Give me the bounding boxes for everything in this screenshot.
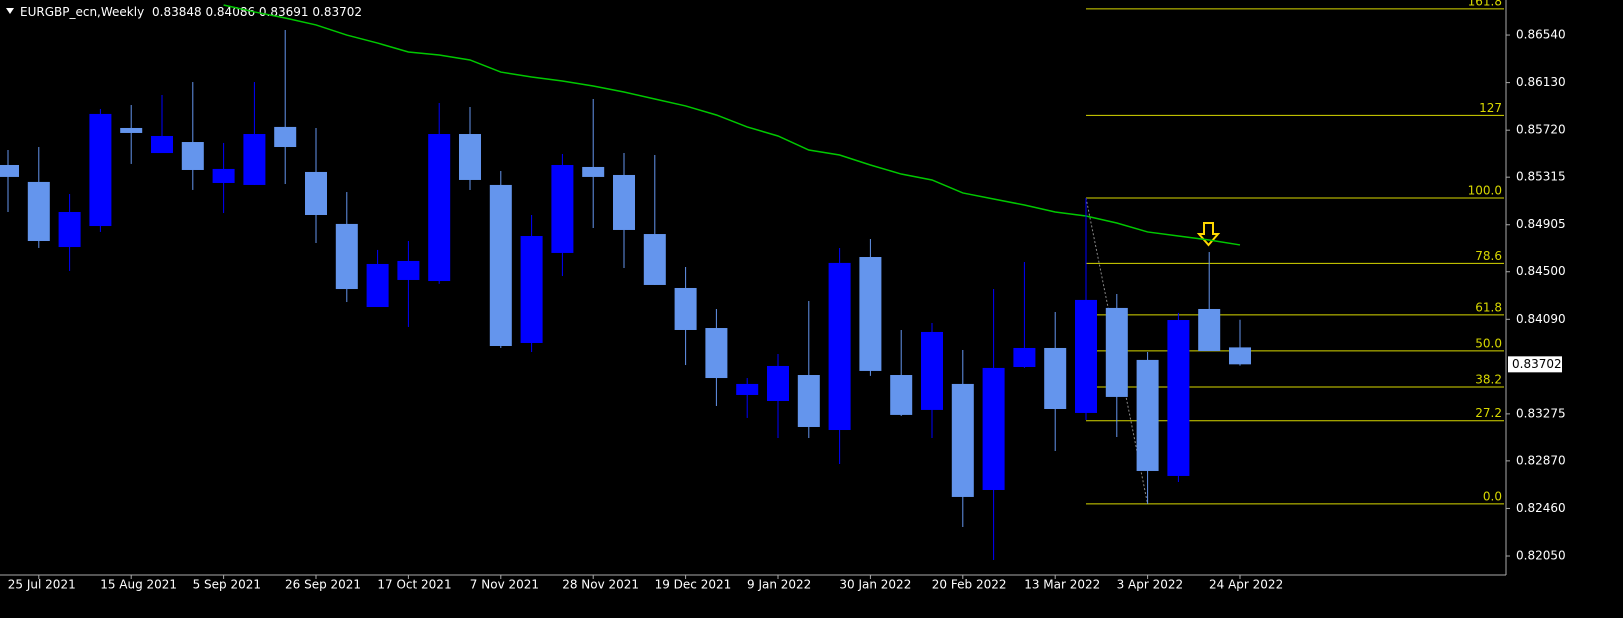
candle-body (428, 134, 451, 282)
candle-body (120, 127, 143, 133)
fib-label: 0.0 (1483, 489, 1502, 503)
x-tick-label: 3 Apr 2022 (1117, 578, 1184, 592)
candle-body (828, 262, 851, 431)
last-open: 0.83848 (152, 5, 202, 19)
candle-body (27, 181, 50, 241)
last-high: 0.84086 (205, 5, 255, 19)
candle-body (489, 184, 512, 347)
x-tick-label: 15 Aug 2021 (100, 578, 177, 592)
chart: EURGBP_ecn,Weekly 0.83848 0.84086 0.8369… (0, 0, 1623, 597)
candle-body (151, 135, 173, 154)
chart-title: EURGBP_ecn,Weekly 0.83848 0.84086 0.8369… (20, 5, 362, 19)
title-triangle (6, 8, 14, 14)
y-tick-label: 0.83275 (1516, 406, 1566, 420)
candle-body (243, 134, 266, 185)
fib-label: 61.8 (1475, 300, 1502, 314)
candle-body (1229, 347, 1251, 365)
fib-label: 27.2 (1475, 406, 1502, 420)
candle-body (459, 134, 481, 180)
candle-body (582, 166, 605, 177)
candle-body (705, 328, 728, 379)
candle-body (397, 260, 420, 280)
x-tick-label: 9 Jan 2022 (747, 578, 811, 592)
candle-body (274, 126, 297, 148)
candle-body (1105, 307, 1128, 397)
y-tick-label: 0.86540 (1516, 28, 1566, 42)
fib-label: 100.0 (1468, 183, 1502, 197)
candle-body (859, 257, 882, 371)
y-tick-label: 0.82460 (1516, 501, 1566, 515)
candle-body (736, 383, 759, 395)
x-tick-label: 19 Dec 2021 (655, 578, 732, 592)
symbol: EURGBP_ecn,Weekly (20, 5, 144, 19)
y-tick-label: 0.85720 (1516, 123, 1566, 137)
candle-body (1198, 308, 1221, 351)
fib-label: 38.2 (1475, 373, 1502, 387)
candle-body (890, 375, 913, 415)
y-tick-label: 0.82050 (1516, 549, 1566, 563)
last-low: 0.83691 (259, 5, 309, 19)
signal-arrow (1196, 222, 1221, 247)
x-tick-label: 13 Mar 2022 (1024, 578, 1100, 592)
x-tick-label: 28 Nov 2021 (562, 578, 639, 592)
candle-body (1075, 299, 1097, 413)
candle-body (1167, 320, 1190, 476)
candle-body (951, 383, 974, 497)
x-tick-label: 17 Oct 2021 (377, 578, 451, 592)
candle-body (520, 236, 543, 343)
candle-body (982, 367, 1005, 490)
candle-body (1136, 359, 1159, 471)
background (0, 0, 1623, 597)
moving-average (223, 4, 1241, 246)
candle-body (181, 142, 204, 170)
current-price-label: 0.83702 (1512, 357, 1562, 371)
y-tick-label: 0.84500 (1516, 264, 1566, 278)
x-tick-label: 26 Sep 2021 (285, 578, 361, 592)
y-tick-label: 0.84905 (1516, 217, 1566, 231)
last-close: 0.83702 (312, 5, 362, 19)
x-tick-label: 25 Jul 2021 (8, 578, 76, 592)
x-tick-label: 30 Jan 2022 (839, 578, 911, 592)
candle-body (1013, 347, 1036, 368)
candle-body (212, 168, 235, 183)
current-price-box (1508, 356, 1562, 373)
candle-body (58, 211, 81, 248)
candle-body (335, 223, 358, 290)
candle-body (643, 234, 666, 285)
candle-body (366, 263, 389, 308)
y-tick-label: 0.86130 (1516, 75, 1566, 89)
candle-body (767, 365, 789, 401)
candle-body (89, 113, 112, 227)
candle-body (551, 164, 574, 253)
x-tick-label: 24 Apr 2022 (1209, 578, 1283, 592)
y-tick-label: 0.82870 (1516, 453, 1566, 467)
y-tick-label: 0.84090 (1516, 312, 1566, 326)
candle-body (305, 171, 327, 216)
fib-label: 127 (1479, 101, 1502, 115)
x-tick-label: 7 Nov 2021 (470, 578, 539, 592)
fib-label: 50.0 (1475, 336, 1502, 350)
candle-body (674, 287, 697, 330)
fib-label: 78.6 (1475, 249, 1502, 263)
candle-body (613, 174, 635, 230)
candle-body (0, 164, 19, 177)
y-tick-label: 0.85315 (1516, 170, 1566, 184)
x-tick-label: 5 Sep 2021 (193, 578, 261, 592)
candle-body (921, 331, 943, 410)
x-tick-label: 20 Feb 2022 (932, 578, 1007, 592)
candle-body (797, 375, 820, 427)
candle-body (1044, 347, 1067, 410)
fib-label: 161.8 (1468, 0, 1502, 8)
